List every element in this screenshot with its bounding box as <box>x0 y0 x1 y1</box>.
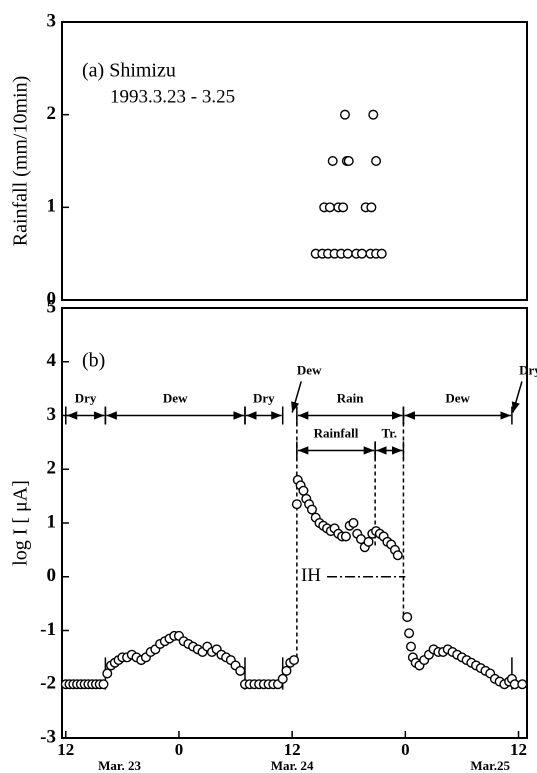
data-point <box>348 518 359 529</box>
date-label: Mar. 23 <box>98 758 141 773</box>
y-tick-label: -1 <box>40 619 56 640</box>
chart-title: (b) <box>82 350 105 372</box>
period-label: Dry <box>75 390 97 405</box>
threshold-label: IH <box>301 565 321 586</box>
date-label: Mar. 24 <box>271 758 314 773</box>
data-point <box>371 155 382 166</box>
data-point <box>324 202 335 213</box>
data-point <box>235 665 246 676</box>
data-point <box>338 202 349 213</box>
period-label: Tr. <box>382 425 398 440</box>
data-point <box>392 550 403 561</box>
data-point <box>356 248 367 259</box>
y-tick-label: 4 <box>47 350 57 371</box>
data-point <box>368 109 379 120</box>
period-label: Rain <box>337 390 365 405</box>
y-tick-label: 3 <box>47 404 57 425</box>
y-tick-label: 5 <box>47 296 57 317</box>
data-point <box>289 655 300 666</box>
data-point <box>298 485 309 496</box>
plot-frame <box>61 307 528 739</box>
data-point <box>98 679 109 690</box>
callout-label: Dry <box>519 362 537 377</box>
data-point <box>327 155 338 166</box>
period-label: Dew <box>163 390 188 405</box>
y-tick-label: 0 <box>47 288 57 309</box>
callout-arrow <box>511 381 523 413</box>
data-point <box>340 531 351 542</box>
data-point <box>363 536 374 547</box>
data-point <box>306 504 317 515</box>
plot-frame <box>61 21 528 301</box>
y-tick-label: 1 <box>47 196 57 217</box>
period-label: Dry <box>253 390 275 405</box>
date-label: Mar.25 <box>470 758 510 773</box>
x-tick-label: 0 <box>401 740 410 759</box>
data-point <box>343 155 354 166</box>
data-point <box>404 628 415 639</box>
y-tick-label: 0 <box>47 565 57 586</box>
x-tick-label: 12 <box>510 740 527 759</box>
period-label: Dew <box>445 390 470 405</box>
callout-arrow <box>291 381 302 413</box>
data-point <box>291 499 302 510</box>
y-axis-label: log I [ μA] <box>10 480 32 566</box>
y-tick-label: 2 <box>47 103 57 124</box>
y-tick-label: -2 <box>40 673 56 694</box>
data-point <box>366 202 377 213</box>
data-point <box>342 248 353 259</box>
data-point <box>339 109 350 120</box>
chart-subtitle: 1993.3.23 - 3.25 <box>110 86 235 107</box>
data-point <box>517 679 528 690</box>
y-tick-label: -3 <box>40 726 56 747</box>
data-point <box>102 668 113 679</box>
chart-title: (a) Shimizu <box>82 60 176 82</box>
y-axis-label: Rainfall (mm/10min) <box>10 76 32 247</box>
callout-label: Dew <box>297 362 322 377</box>
data-point <box>281 665 292 676</box>
y-tick-label: 3 <box>47 10 57 31</box>
y-tick-label: 2 <box>47 458 57 479</box>
data-point <box>402 612 413 623</box>
x-tick-label: 12 <box>57 740 74 759</box>
period-label: Rainfall <box>314 425 359 440</box>
x-tick-label: 12 <box>284 740 301 759</box>
data-point <box>405 641 416 652</box>
data-point <box>376 248 387 259</box>
y-tick-label: 1 <box>47 511 57 532</box>
data-point <box>277 673 288 684</box>
x-tick-label: 0 <box>175 740 184 759</box>
